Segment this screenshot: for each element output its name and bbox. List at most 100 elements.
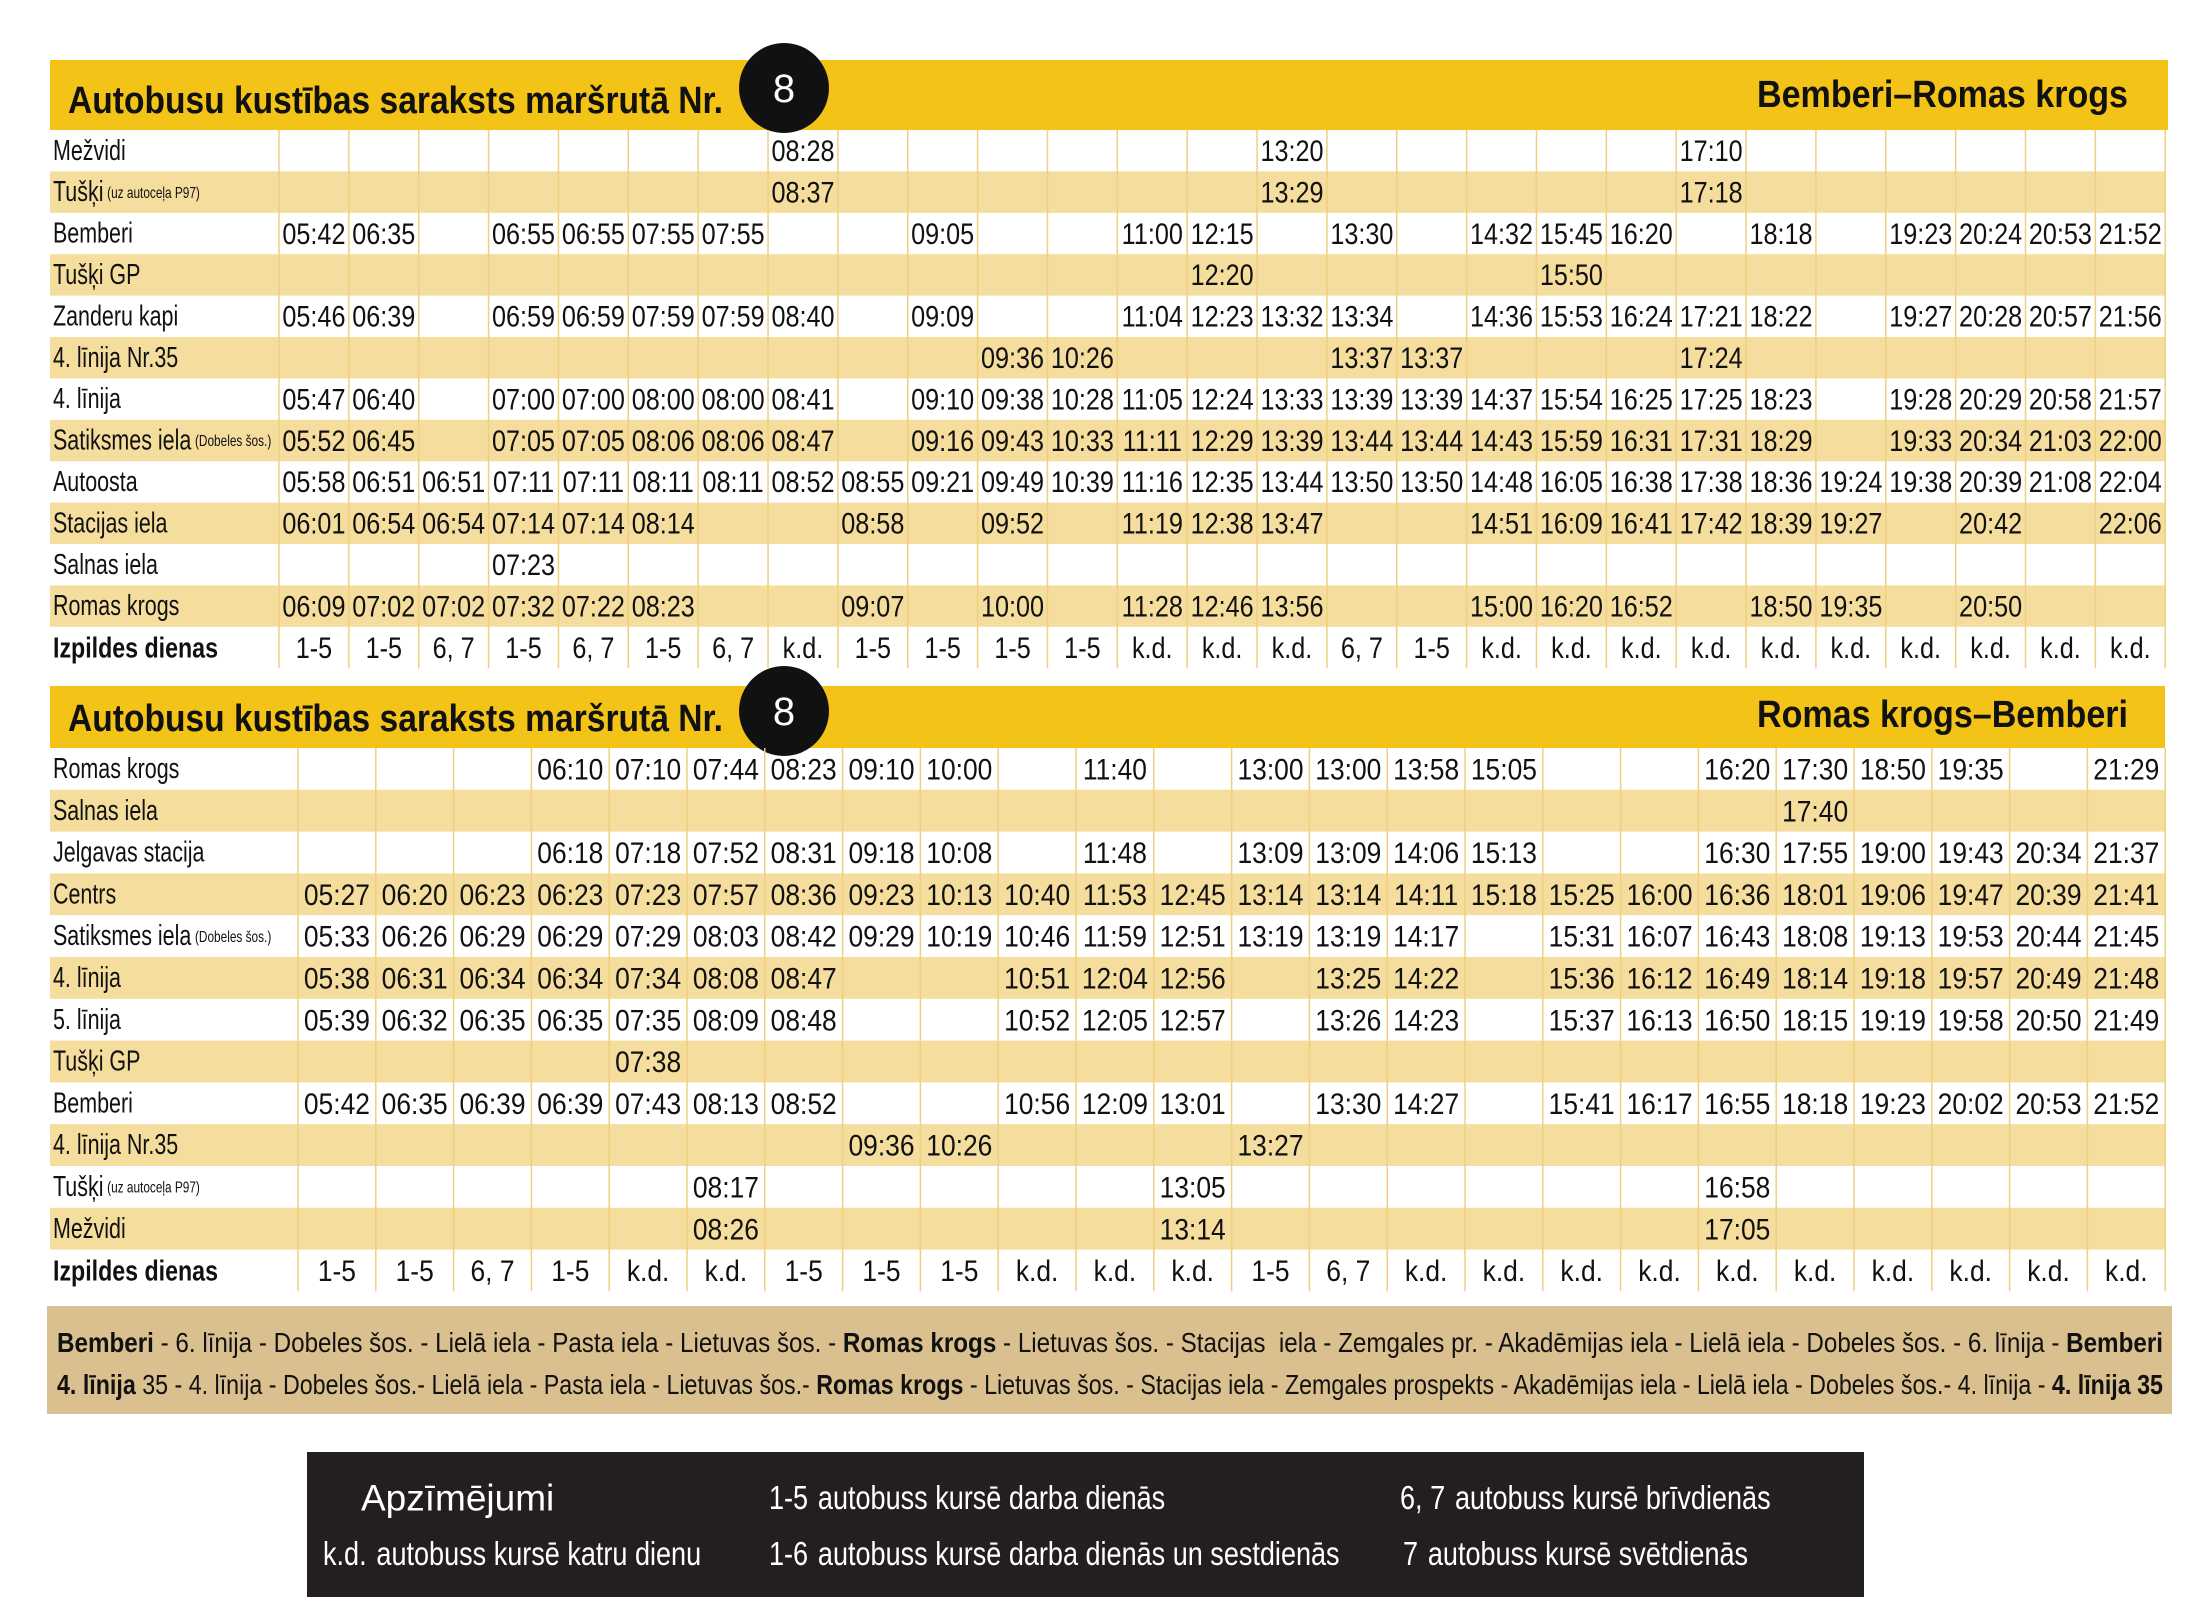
departure-time: 19:33 — [1889, 424, 1952, 458]
stop-label: Centrs — [53, 878, 116, 910]
stop-name: Mežvidi — [53, 135, 126, 167]
departure-time: 16:52 — [1610, 589, 1673, 623]
departure-time: 18:18 — [1749, 217, 1812, 251]
route-direction: Bemberi–Romas krogs — [1757, 74, 2128, 116]
operating-days: 6, 7 — [433, 631, 475, 665]
departure-time: 13:01 — [1160, 1086, 1226, 1120]
departure-time: 10:39 — [1051, 465, 1114, 499]
departure-time: 10:00 — [981, 589, 1044, 623]
departure-time: 18:50 — [1749, 589, 1812, 623]
legend-code: 6, 7 — [1400, 1480, 1445, 1516]
departure-time: 13:05 — [1160, 1170, 1226, 1204]
legend-code: 7 — [1403, 1536, 1418, 1572]
departure-time: 07:57 — [693, 877, 759, 911]
departure-time: 17:42 — [1680, 507, 1743, 541]
departure-time: 06:59 — [562, 300, 625, 334]
operating-days: 6, 7 — [470, 1254, 514, 1288]
departure-time: 11:59 — [1083, 919, 1147, 953]
operating-days: k.d. — [783, 631, 824, 665]
departure-time: 16:38 — [1610, 465, 1673, 499]
departure-time: 13:19 — [1315, 919, 1381, 953]
departure-time: 06:34 — [537, 961, 603, 995]
departure-time: 20:34 — [2015, 836, 2081, 870]
departure-time: 15:18 — [1471, 877, 1537, 911]
departure-time: 17:40 — [1782, 794, 1848, 828]
route-badge — [739, 43, 829, 133]
departure-time: 07:11 — [493, 465, 554, 499]
departure-time: 05:58 — [282, 465, 345, 499]
departure-time: 08:17 — [693, 1170, 759, 1204]
route-badge — [739, 666, 829, 756]
departure-time: 19:06 — [1860, 877, 1926, 911]
stop-name: 4. līnija — [53, 962, 122, 994]
departure-time: 14:43 — [1470, 424, 1533, 458]
departure-time: 20:02 — [1938, 1086, 2004, 1120]
departure-time: 20:39 — [1959, 465, 2022, 499]
legend-title: Apzīmējumi — [361, 1478, 554, 1519]
row-stripe — [50, 171, 2166, 213]
departure-time: 13:44 — [1260, 465, 1323, 499]
stop-name: Mežvidi — [53, 1213, 126, 1245]
departure-time: 08:03 — [693, 919, 759, 953]
departure-time: 22:00 — [2099, 424, 2162, 458]
departure-time: 14:48 — [1470, 465, 1533, 499]
departure-time: 07:23 — [615, 877, 681, 911]
departure-time: 06:51 — [422, 465, 485, 499]
stop-label: Romas krogs — [53, 753, 179, 785]
legend-text: autobuss kursē svētdienās — [1428, 1536, 1748, 1572]
departure-time: 19:19 — [1860, 1003, 1926, 1037]
header-bar — [50, 60, 2168, 130]
departure-time: 16:00 — [1626, 877, 1692, 911]
departure-time: 13:14 — [1237, 877, 1303, 911]
departure-time: 19:24 — [1819, 465, 1882, 499]
departure-time: 10:33 — [1051, 424, 1114, 458]
operating-days: k.d. — [1638, 1254, 1681, 1288]
stop-name: Bemberi — [53, 218, 133, 250]
header-title: Autobusu kustības saraksts maršrutā Nr. — [68, 698, 723, 740]
departure-time: 18:29 — [1749, 424, 1812, 458]
stop-name: Tušķi GP — [53, 259, 140, 291]
departure-time: 20:50 — [1959, 589, 2022, 623]
departure-time: 06:45 — [352, 424, 415, 458]
route-number: 8 — [773, 67, 795, 111]
departure-time: 08:06 — [632, 424, 695, 458]
route-stop-bold: Bemberi — [57, 1327, 154, 1358]
stop-name: Romas krogs — [53, 590, 179, 622]
departure-time: 17:10 — [1680, 134, 1743, 168]
departure-time: 15:25 — [1549, 877, 1615, 911]
departure-time: 06:20 — [382, 877, 448, 911]
stop-label: Satiksmes iela — [53, 920, 192, 952]
departure-time: 07:05 — [492, 424, 555, 458]
departure-time: 20:24 — [1959, 217, 2022, 251]
operating-days: k.d. — [1794, 1254, 1837, 1288]
departure-time: 07:29 — [615, 919, 681, 953]
departure-time: 21:56 — [2099, 300, 2162, 334]
departure-time: 09:38 — [981, 382, 1044, 416]
operating-days: k.d. — [1481, 631, 1522, 665]
departure-time: 11:05 — [1122, 382, 1183, 416]
departure-time: 08:13 — [693, 1086, 759, 1120]
departure-time: 11:19 — [1122, 507, 1183, 541]
departure-time: 10:19 — [926, 919, 992, 953]
row-stripe — [50, 254, 2166, 296]
departure-time: 17:38 — [1680, 465, 1743, 499]
departure-time: 06:18 — [537, 836, 603, 870]
departure-time: 21:48 — [2093, 961, 2159, 995]
stop-label: Satiksmes iela — [53, 425, 192, 457]
stop-name: Centrs — [53, 878, 116, 910]
operating-days: k.d. — [1171, 1254, 1214, 1288]
departure-time: 09:36 — [848, 1128, 914, 1162]
operating-days: 6, 7 — [572, 631, 614, 665]
departure-time: 08:26 — [693, 1212, 759, 1246]
stop-label: Tušķi GP — [53, 259, 140, 291]
departure-time: 18:36 — [1749, 465, 1812, 499]
stop-label: Tušķi — [53, 1171, 103, 1203]
stop-name: Salnas iela — [53, 795, 159, 827]
departure-time: 11:48 — [1083, 836, 1147, 870]
departure-time: 08:48 — [771, 1003, 837, 1037]
departure-time: 09:23 — [848, 877, 914, 911]
departure-time: 10:13 — [926, 877, 992, 911]
departure-time: 13:37 — [1330, 341, 1393, 375]
departure-time: 06:35 — [459, 1003, 525, 1037]
